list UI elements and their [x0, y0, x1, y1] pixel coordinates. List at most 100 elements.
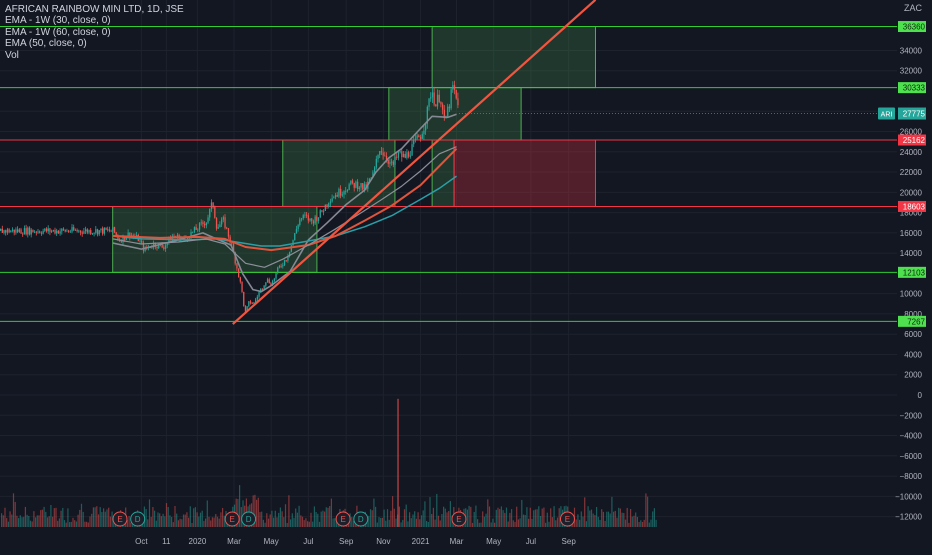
candle-body [299, 219, 301, 225]
candle-body [190, 232, 192, 239]
volume-bar [24, 506, 26, 527]
volume-bar [392, 496, 394, 527]
event-D-marker[interactable]: D [353, 511, 369, 527]
volume-bar [148, 499, 151, 527]
event-label: E [340, 515, 345, 524]
symbol-title[interactable]: AFRICAN RAINBOW MIN LTD, 1D, JSE [5, 4, 184, 15]
volume-bar [502, 510, 504, 527]
legend-ema-60w[interactable]: EMA - 1W (60, close, 0) [5, 26, 111, 38]
legend-ema-30w[interactable]: EMA - 1W (30, close, 0) [5, 15, 111, 27]
volume-bar [388, 519, 390, 527]
candle-body [394, 156, 396, 165]
event-label: E [229, 515, 234, 524]
volume-bar [366, 520, 368, 527]
y-tick-label: 24000 [900, 148, 923, 157]
volume-bar [318, 521, 321, 527]
candle-body [239, 277, 241, 282]
candle-body [236, 263, 238, 269]
volume-bar [300, 515, 302, 527]
zone-green-2 [388, 87, 522, 141]
candle-body [323, 210, 325, 212]
volume-bar [97, 514, 100, 527]
y-tick-label: −8000 [900, 472, 923, 481]
candle-body [433, 92, 435, 105]
candle-body [229, 236, 231, 243]
candle-body [246, 306, 248, 312]
level-badge-30333: 30333 [898, 82, 926, 94]
volume-bar [303, 520, 305, 527]
volume-bar [104, 511, 106, 527]
level-badge-label: 7267 [907, 317, 925, 326]
candle-body [457, 98, 459, 106]
x-tick-label: Jul [526, 537, 536, 546]
candle-body [362, 183, 364, 190]
event-label: E [117, 515, 122, 524]
candle-body [161, 244, 163, 248]
event-D-marker[interactable]: D [130, 511, 146, 527]
candle-body [421, 134, 423, 139]
volume-bar [611, 496, 613, 527]
volume-bar [626, 507, 628, 527]
volume-bar [329, 506, 331, 527]
volume-bar [490, 522, 492, 527]
volume-bar [594, 515, 596, 527]
volume-bar [424, 501, 426, 527]
candle-body [241, 281, 243, 292]
candle-body [202, 222, 204, 225]
candle-body [282, 265, 284, 267]
volume-bar [113, 520, 115, 527]
volume-bar [14, 501, 16, 527]
volume-bar [380, 517, 382, 527]
volume-bar [256, 499, 258, 527]
candle-body [51, 230, 53, 232]
candle-body [217, 227, 219, 229]
event-E-marker[interactable]: E [224, 511, 240, 527]
event-D-marker[interactable]: D [241, 511, 257, 527]
volume-bar [252, 495, 254, 527]
candle-body [389, 162, 391, 164]
volume-bar [198, 516, 200, 527]
candle-body [258, 292, 260, 297]
volume-bar [126, 520, 128, 527]
candle-body [34, 231, 36, 233]
candle-body [453, 85, 456, 90]
candle-body [363, 184, 366, 190]
level-badge-25162: 25162 [898, 134, 926, 146]
volume-bar [631, 516, 633, 527]
volume-bar [636, 516, 638, 527]
volume-bar [4, 507, 6, 527]
volume-bar [536, 509, 538, 527]
ema-short-line [112, 113, 457, 293]
volume-bar [558, 508, 560, 527]
volume-bar [505, 507, 508, 527]
volume-bar [621, 512, 623, 527]
candle-body [103, 227, 105, 234]
volume-bar [80, 503, 83, 527]
volume-bar [635, 512, 637, 527]
volume-bar [405, 504, 407, 527]
candle-body [3, 230, 5, 233]
event-E-marker[interactable]: E [559, 511, 575, 527]
legend-volume[interactable]: Vol [5, 49, 19, 61]
volume-bar [553, 506, 555, 527]
volume-bar [432, 507, 434, 527]
candle-body [263, 285, 265, 289]
candle-body [414, 138, 417, 141]
candle-body [13, 229, 15, 233]
volume-bar [308, 521, 310, 527]
volume-bar [383, 509, 385, 527]
event-E-marker[interactable]: E [112, 511, 128, 527]
volume-bar [239, 485, 241, 527]
event-E-marker[interactable]: E [335, 511, 351, 527]
volume-bar [551, 517, 553, 527]
legend-ema-50[interactable]: EMA (50, close, 0) [5, 38, 87, 50]
ema-30w-line [112, 146, 457, 268]
candle-body [253, 302, 255, 304]
event-E-marker[interactable]: E [451, 511, 467, 527]
level-badge-bg [898, 266, 926, 278]
zone-green-4 [431, 139, 455, 207]
volume-bar [145, 509, 147, 527]
event-circle [130, 511, 146, 527]
